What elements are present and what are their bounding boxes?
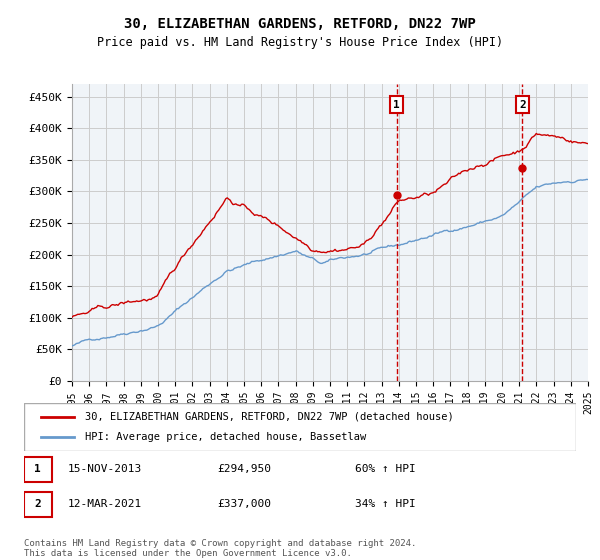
FancyBboxPatch shape [24, 457, 52, 482]
Text: 30, ELIZABETHAN GARDENS, RETFORD, DN22 7WP (detached house): 30, ELIZABETHAN GARDENS, RETFORD, DN22 7… [85, 412, 454, 422]
Text: 30, ELIZABETHAN GARDENS, RETFORD, DN22 7WP: 30, ELIZABETHAN GARDENS, RETFORD, DN22 7… [124, 17, 476, 31]
Text: 34% ↑ HPI: 34% ↑ HPI [355, 500, 416, 510]
Text: HPI: Average price, detached house, Bassetlaw: HPI: Average price, detached house, Bass… [85, 432, 366, 442]
Text: 1: 1 [34, 464, 41, 474]
Text: 15-NOV-2013: 15-NOV-2013 [68, 464, 142, 474]
Text: £294,950: £294,950 [217, 464, 271, 474]
Text: Price paid vs. HM Land Registry's House Price Index (HPI): Price paid vs. HM Land Registry's House … [97, 36, 503, 49]
FancyBboxPatch shape [24, 403, 576, 451]
FancyBboxPatch shape [24, 492, 52, 516]
Text: 2: 2 [519, 100, 526, 110]
Text: Contains HM Land Registry data © Crown copyright and database right 2024.
This d: Contains HM Land Registry data © Crown c… [24, 539, 416, 558]
Text: £337,000: £337,000 [217, 500, 271, 510]
Text: 1: 1 [394, 100, 400, 110]
Text: 60% ↑ HPI: 60% ↑ HPI [355, 464, 416, 474]
Text: 12-MAR-2021: 12-MAR-2021 [68, 500, 142, 510]
Text: 2: 2 [34, 500, 41, 510]
